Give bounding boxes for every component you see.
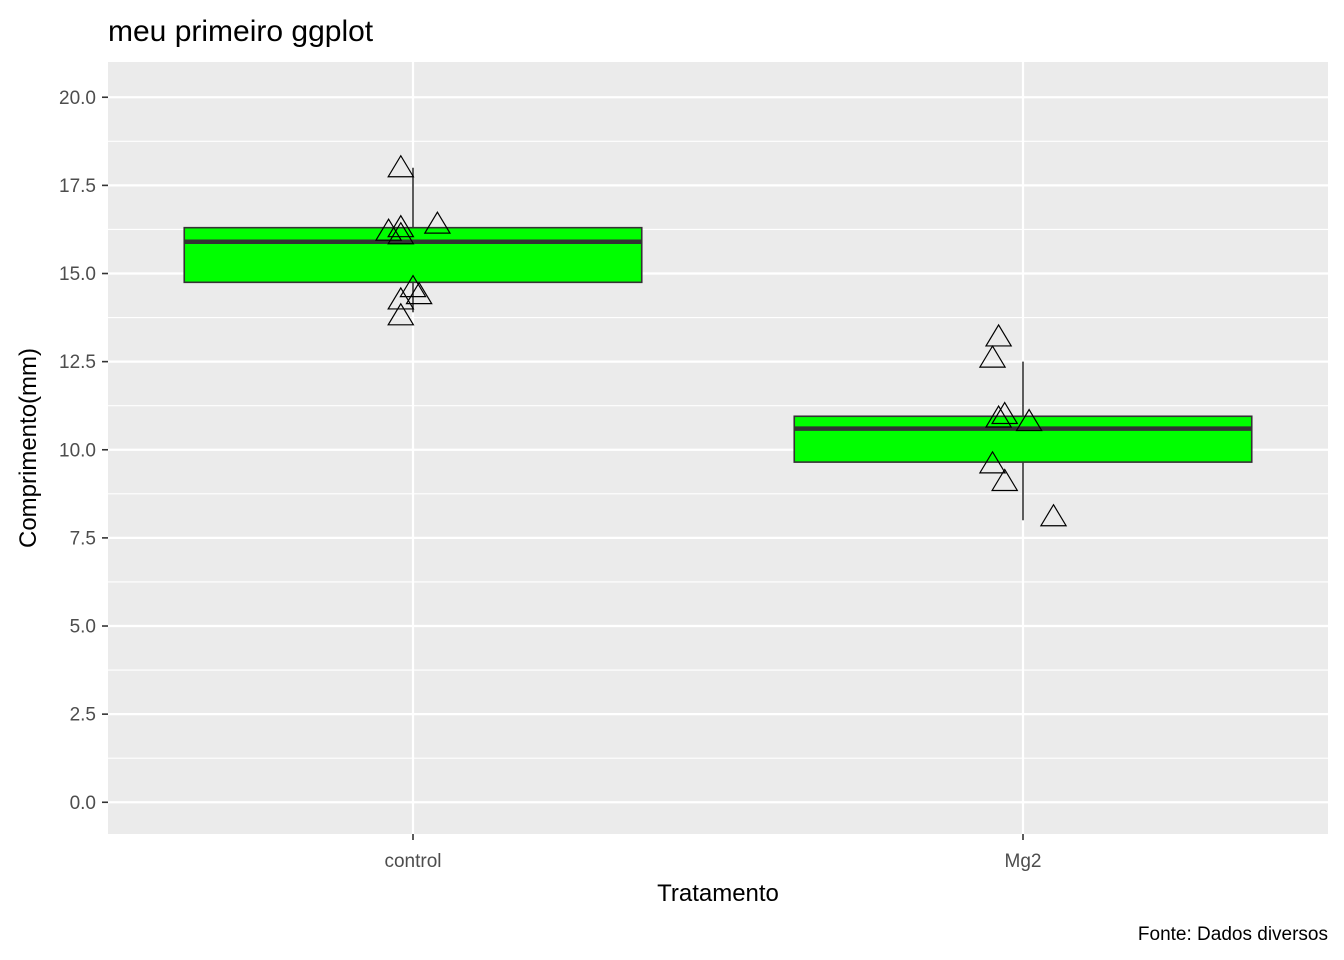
y-tick-label: 20.0: [59, 88, 96, 109]
data-point-triangle: [991, 401, 1019, 425]
data-point-triangle: [387, 302, 415, 326]
x-tick-label: control: [384, 851, 441, 872]
data-point-triangle: [423, 210, 452, 234]
y-tick-label: 0.0: [70, 793, 96, 814]
data-point-triangle: [387, 214, 415, 238]
data-point-triangle: [387, 221, 415, 245]
data-point-triangle: [984, 404, 1013, 428]
minor-gridlines: [108, 140, 1328, 759]
data-point-triangle: [978, 344, 1007, 368]
data-point-triangle: [387, 154, 415, 178]
y-tick-label: 2.5: [70, 705, 96, 726]
data-point-triangle: [1015, 408, 1043, 432]
chart-caption: Fonte: Dados diversos: [1138, 924, 1328, 945]
data-point-triangle: [405, 281, 433, 305]
box-iqr: [793, 415, 1253, 463]
y-tick-label: 7.5: [70, 528, 96, 549]
data-point-triangle: [399, 274, 427, 298]
x-tick-label: Mg2: [1005, 851, 1042, 872]
points-layer: [374, 154, 1068, 527]
chart-title: meu primeiro ggplot: [108, 15, 374, 48]
y-tick-label: 17.5: [59, 176, 96, 197]
y-axis-title: Comprimento(mm): [15, 348, 42, 548]
y-axis: 0.0 2.5 5.0 7.5 10.0 12.5 15.0 17.5 20.0: [59, 88, 108, 814]
y-tick-label: 10.0: [59, 440, 96, 461]
data-point-triangle: [978, 450, 1007, 474]
y-tick-label: 12.5: [59, 352, 96, 373]
data-point-triangle: [991, 468, 1019, 492]
box-Mg2: [793, 361, 1253, 521]
data-point-triangle: [374, 218, 403, 241]
y-tick-label: 5.0: [70, 617, 96, 638]
data-point-triangle: [387, 286, 415, 310]
data-point-triangle: [1039, 503, 1068, 527]
data-point-triangle: [984, 323, 1013, 347]
x-axis: control Mg2: [384, 834, 1041, 872]
x-axis-title: Tratamento: [657, 880, 779, 907]
boxes-layer: [183, 167, 1253, 521]
y-tick-label: 15.0: [59, 264, 96, 285]
